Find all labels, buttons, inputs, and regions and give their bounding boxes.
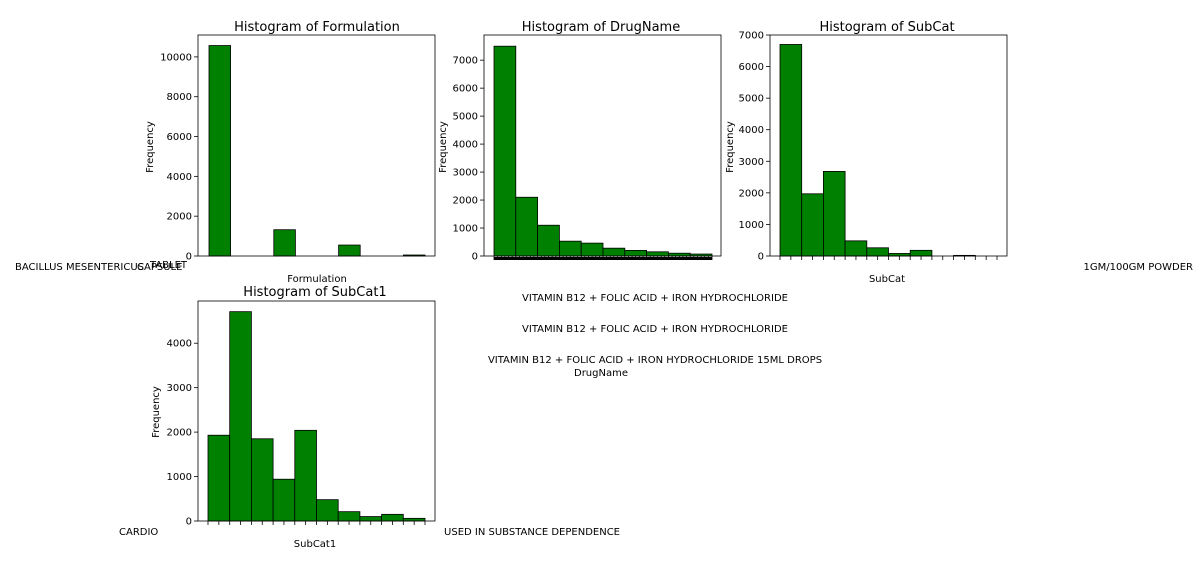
histogram-bar	[537, 224, 560, 257]
histogram-bar	[229, 311, 252, 522]
y-tick-label: 4000	[167, 172, 192, 183]
y-tick-label: 5000	[453, 112, 478, 123]
histogram-bar	[823, 170, 846, 257]
x-axis-label: DrugName	[574, 368, 628, 379]
y-tick-label: 2000	[167, 212, 192, 223]
x-tick-label: VITAMIN B12 + FOLIC ACID + IRON HYDROCHL…	[488, 355, 822, 366]
y-tick-label: 0	[186, 252, 192, 263]
histogram-bar	[866, 247, 889, 257]
y-tick-label: 8000	[167, 92, 192, 103]
histogram-bar	[207, 434, 231, 522]
histogram-bar	[294, 429, 317, 522]
histogram-bar	[602, 247, 626, 257]
y-tick-label: 0	[472, 252, 478, 263]
x-tick-label: 1GM/100GM POWDER	[1083, 262, 1193, 273]
y-tick-label: 3000	[453, 168, 478, 179]
x-axis-label: Formulation	[287, 274, 347, 285]
histogram-bar	[668, 252, 691, 257]
y-tick-label: 4000	[167, 339, 192, 350]
y-axis-label: Frequency	[438, 121, 449, 173]
histogram-bar	[359, 516, 382, 522]
histogram-bar	[646, 251, 669, 257]
x-tick-label: VITAMIN B12 + FOLIC ACID + IRON HYDROCHL…	[522, 324, 788, 335]
y-tick-label: 7000	[453, 56, 478, 67]
y-tick-label: 0	[758, 252, 764, 263]
y-tick-label: 1000	[453, 224, 478, 235]
x-axis-label: SubCat	[869, 274, 905, 285]
chart-title: Histogram of SubCat	[819, 20, 954, 35]
histogram-bar	[337, 511, 361, 522]
x-tick-label: CAPSULE	[137, 262, 182, 273]
y-tick-label: 0	[186, 517, 192, 528]
chart-title: Histogram of Formulation	[234, 20, 400, 35]
histogram-bar	[381, 513, 404, 522]
histogram-bar	[402, 517, 426, 522]
plot-frame	[197, 34, 436, 257]
y-tick-label: 6000	[453, 84, 478, 95]
histogram-bar	[493, 45, 517, 257]
y-axis-label: Frequency	[725, 121, 736, 173]
y-axis-label: Frequency	[151, 386, 162, 438]
histogram-bar	[250, 438, 274, 522]
x-tick-label: VITAMIN B12 + FOLIC ACID + IRON HYDROCHL…	[522, 293, 788, 304]
x-tick-label: TABLET	[149, 260, 188, 271]
y-tick-label: 4000	[453, 140, 478, 151]
y-axis-label: Frequency	[145, 121, 156, 173]
histogram-drugname: Histogram of DrugName Frequency VITAMIN …	[438, 20, 822, 379]
histogram-bar	[316, 499, 339, 522]
histogram-bar	[844, 240, 868, 257]
histogram-bar	[272, 478, 296, 522]
histogram-bar	[273, 229, 296, 257]
x-tick-label: USED IN SUBSTANCE DEPENDENCE	[444, 527, 620, 538]
plot-frame	[483, 34, 722, 257]
y-tick-label: 10000	[160, 52, 192, 63]
x-tick-label: BACILLUS MESENTERICUS	[15, 262, 144, 273]
histogram-bar	[515, 196, 538, 257]
histogram-bar	[580, 242, 604, 257]
y-tick-label: 6000	[167, 132, 192, 143]
y-tick-label: 4000	[739, 125, 764, 136]
y-tick-label: 1000	[739, 220, 764, 231]
histogram-formulation: Histogram of Formulation Frequency Formu…	[15, 20, 436, 285]
x-tick-label: CARDIO	[119, 527, 158, 538]
histogram-bar	[779, 44, 803, 257]
y-tick-label: 6000	[739, 62, 764, 73]
histogram-bar	[208, 45, 232, 257]
y-tick-label: 3000	[167, 383, 192, 394]
chart-title: Histogram of DrugName	[522, 20, 680, 35]
histogram-bar	[801, 193, 824, 257]
histogram-bar	[909, 249, 933, 257]
x-axis-label: SubCat1	[294, 539, 336, 550]
y-tick-label: 2000	[453, 196, 478, 207]
y-tick-label: 3000	[739, 157, 764, 168]
y-tick-label: 2000	[739, 188, 764, 199]
y-tick-label: 5000	[739, 94, 764, 105]
histogram-bar	[338, 244, 361, 257]
histogram-bar	[624, 250, 647, 257]
histogram-subcat1: Histogram of SubCat1 Frequency CARDIO US…	[119, 285, 620, 550]
chart-title: Histogram of SubCat1	[243, 285, 386, 300]
histogram-subcat: Histogram of SubCat Frequency 1GM/100GM …	[725, 20, 1193, 285]
y-tick-label: 1000	[167, 472, 192, 483]
y-tick-label: 7000	[739, 31, 764, 42]
y-tick-label: 2000	[167, 428, 192, 439]
histogram-bar	[559, 240, 582, 257]
overlapping-tick-labels	[494, 257, 712, 260]
